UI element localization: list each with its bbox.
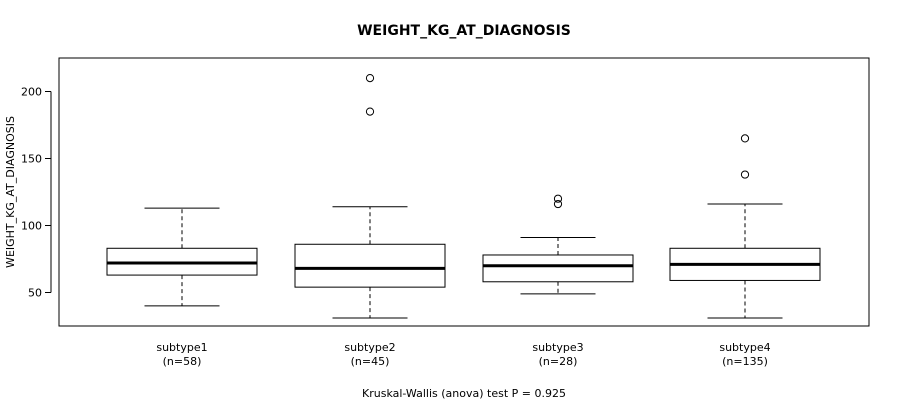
category-label: subtype1 [156,341,207,354]
chart-title: WEIGHT_KG_AT_DIAGNOSIS [357,23,571,39]
outlier-point [740,170,750,179]
outlier-point [553,194,563,203]
plot-frame [58,57,870,327]
iqr-box [482,254,634,283]
category-label: subtype2 [344,341,395,354]
box-subtype1 [106,207,258,307]
category-labels: subtype1(n=58) subtype2(n=45) subtype3(n=2… [156,341,770,368]
y-axis: 50 100 150 200 [21,86,52,300]
outlier-point [365,74,375,83]
outlier-point [365,107,375,116]
category-count: (n=58) [163,355,202,368]
box-subtype2 [294,74,446,319]
y-tick-label: 100 [21,220,42,233]
y-axis-label: WEIGHT_KG_AT_DIAGNOSIS [4,116,17,268]
boxes-layer [106,74,821,319]
outlier-point [553,199,563,209]
test-footnote: Kruskal-Wallis (anova) test P = 0.925 [362,387,566,400]
y-tick-label: 150 [21,153,42,166]
y-tick-label: 200 [21,86,42,99]
box-subtype3 [482,194,634,295]
category-count: (n=135) [722,355,768,368]
y-tick-label: 50 [28,287,42,300]
category-count: (n=28) [539,355,578,368]
category-label: subtype4 [719,341,770,354]
iqr-box [294,243,446,288]
outlier-point [740,134,750,143]
category-count: (n=45) [351,355,390,368]
box-subtype4 [669,134,821,319]
category-label: subtype3 [532,341,583,354]
